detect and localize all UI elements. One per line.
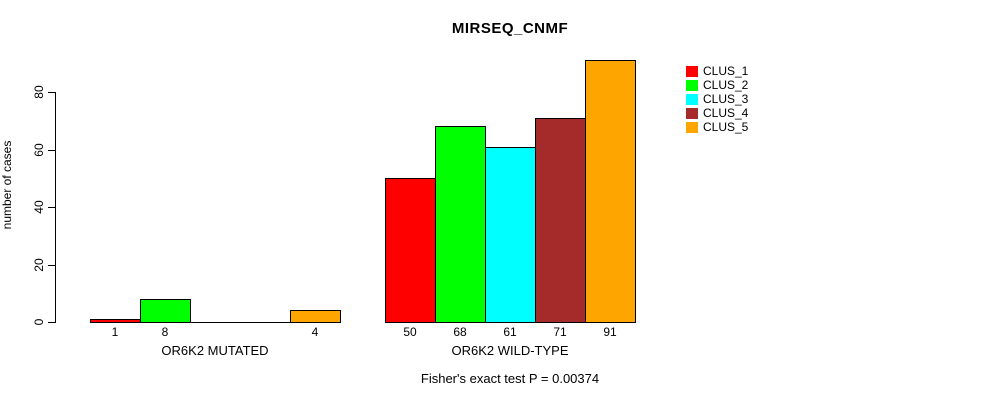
bar-value-label: 8	[161, 325, 169, 339]
group-label: OR6K2 WILD-TYPE	[451, 343, 569, 358]
legend-entry: CLUS_1	[686, 64, 748, 78]
legend-label: CLUS_3	[703, 92, 749, 106]
y-tick	[48, 322, 55, 323]
bar	[385, 178, 436, 323]
y-tick-label: 80	[32, 85, 46, 99]
bar-value-label: 50	[403, 325, 417, 339]
legend-entry: CLUS_4	[686, 106, 748, 120]
y-tick-label: 60	[32, 143, 46, 157]
legend-label: CLUS_2	[703, 78, 749, 92]
y-tick	[48, 92, 55, 93]
legend: CLUS_1 CLUS_2 CLUS_3 CLUS_4 CLUS_5	[686, 64, 748, 134]
bar	[140, 299, 191, 323]
chart-title: MIRSEQ_CNMF	[451, 20, 569, 37]
y-tick-label: 40	[32, 200, 46, 214]
annotation-text: Fisher's exact test P = 0.00374	[420, 371, 600, 386]
group-label: OR6K2 MUTATED	[161, 343, 269, 358]
bar-value-label: 91	[603, 325, 617, 339]
bar-value-label: 68	[453, 325, 467, 339]
bar	[290, 310, 341, 323]
legend-swatch	[686, 121, 698, 133]
bar-value-label: 61	[503, 325, 517, 339]
legend-swatch	[686, 107, 698, 119]
bar	[535, 118, 586, 323]
y-tick	[48, 265, 55, 266]
legend-label: CLUS_4	[703, 106, 749, 120]
legend-entry: CLUS_5	[686, 120, 748, 134]
bar	[435, 126, 486, 323]
y-tick-label: 20	[32, 258, 46, 272]
y-tick	[48, 207, 55, 208]
bar	[90, 319, 141, 323]
y-axis-line	[55, 92, 56, 323]
legend-swatch	[686, 93, 698, 105]
bar	[585, 60, 636, 323]
y-tick-label: 0	[32, 318, 46, 326]
legend-label: CLUS_1	[703, 64, 749, 78]
group-baseline	[90, 322, 340, 323]
legend-swatch	[686, 65, 698, 77]
bar	[485, 147, 536, 323]
bar-value-label: 4	[311, 325, 319, 339]
bar-value-label: 71	[553, 325, 567, 339]
legend-swatch	[686, 79, 698, 91]
y-tick	[48, 150, 55, 151]
bar-value-label: 1	[111, 325, 119, 339]
legend-label: CLUS_5	[703, 120, 749, 134]
legend-entry: CLUS_3	[686, 92, 748, 106]
legend-entry: CLUS_2	[686, 78, 748, 92]
